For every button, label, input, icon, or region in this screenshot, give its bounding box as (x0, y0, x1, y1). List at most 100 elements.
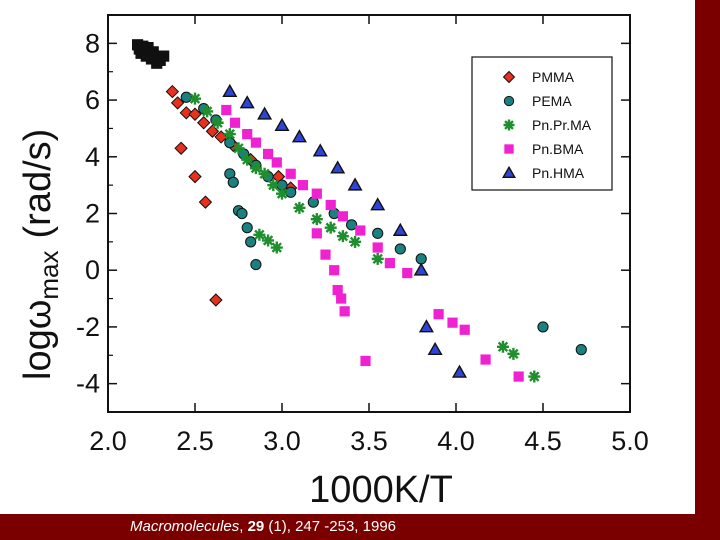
data-point (324, 221, 337, 234)
citation-details: (1), 247 -253, 1996 (264, 518, 397, 535)
y-axis-title-omega: ω (17, 300, 59, 330)
data-point (222, 83, 238, 97)
legend-item: Pn.Pr.MA (503, 117, 592, 133)
data-point (311, 188, 322, 199)
data-point (355, 225, 366, 236)
data-point (513, 371, 524, 382)
data-point (371, 252, 384, 265)
data-point (227, 176, 239, 188)
data-point (262, 148, 274, 160)
x-tick-label: 2.0 (89, 426, 127, 456)
data-point (337, 211, 348, 222)
bottom-frame-bar (0, 514, 720, 540)
data-point (433, 309, 444, 320)
legend-marker (503, 119, 515, 131)
legend-label: PEMA (532, 93, 572, 109)
data-point (537, 321, 549, 333)
y-tick-label: -4 (76, 369, 100, 399)
data-point (262, 234, 275, 247)
data-point (241, 222, 253, 234)
data-point (427, 341, 443, 356)
data-point (418, 319, 434, 333)
data-point (249, 162, 262, 175)
data-point (480, 354, 491, 365)
data-point (258, 167, 271, 180)
y-tick-label: 6 (85, 85, 100, 115)
data-point (232, 142, 245, 155)
data-point (211, 116, 224, 129)
data-point (312, 143, 328, 157)
data-point (250, 258, 262, 271)
x-axis-title: 1000K/T (309, 469, 453, 511)
legend-item: Pn.HMA (502, 165, 585, 181)
data-point (188, 169, 202, 184)
citation-separator: , (239, 518, 248, 535)
legend-label: Pn.BMA (532, 141, 584, 157)
x-tick-label: 4.0 (437, 426, 475, 456)
data-point (188, 107, 202, 121)
data-point (329, 265, 340, 276)
data-point (325, 199, 336, 211)
data-point (415, 253, 427, 265)
data-point (257, 106, 273, 120)
series-pn-bma (221, 104, 524, 382)
data-point (165, 84, 180, 99)
legend-label: Pn.HMA (532, 165, 585, 181)
data-point (372, 227, 384, 239)
data-point (507, 347, 520, 360)
data-point (370, 197, 386, 211)
citation: Macromolecules, 29 (1), 247 -253, 1996 (130, 516, 396, 538)
data-point (241, 153, 254, 166)
data-point (245, 236, 257, 248)
y-tick-label: -2 (76, 312, 100, 342)
series-pn-pr-ma (189, 92, 541, 383)
data-point (336, 230, 349, 243)
right-frame-bar (695, 0, 720, 540)
data-point (209, 293, 223, 307)
data-point (201, 105, 214, 118)
x-tick-label: 5.0 (611, 426, 649, 456)
y-axis-title: logωmax (rad/s) (17, 129, 64, 380)
data-point (528, 370, 541, 383)
legend: PMMA PEMA Pn.Pr.MA Pn.BMA Pn.HMA (471, 56, 613, 191)
data-point (459, 324, 470, 335)
y-axis-title-subscript: max (34, 250, 64, 299)
data-point (223, 128, 236, 141)
data-point (271, 157, 282, 168)
y-tick-label: 0 (85, 255, 100, 285)
data-point (285, 186, 297, 198)
data-point (239, 95, 255, 109)
data-point (347, 177, 363, 191)
scatter-chart: 2.0 2.5 3.0 3.5 4.0 4.5 5.0 -4 -2 0 2 4 6 8 logωmax (r… (17, 14, 649, 511)
series-pn-hma (222, 83, 467, 378)
data-point (267, 179, 280, 192)
data-point (285, 168, 296, 179)
legend-marker (502, 165, 516, 179)
y-tick-label: 4 (85, 142, 100, 172)
legend-label: Pn.Pr.MA (532, 117, 592, 133)
data-point (346, 219, 358, 231)
axis-ticks: 2.0 2.5 3.0 3.5 4.0 4.5 5.0 -4 -2 0 2 4 6 8 (76, 14, 649, 456)
data-point (496, 340, 509, 353)
citation-journal: Macromolecules (130, 518, 240, 535)
data-point (339, 306, 350, 317)
data-point (270, 241, 283, 254)
data-point (372, 242, 383, 253)
data-point (250, 137, 261, 148)
data-point (242, 129, 253, 140)
x-tick-label: 3.0 (263, 426, 301, 456)
data-markers (131, 39, 587, 383)
y-tick-label: 8 (85, 28, 100, 58)
x-tick-label: 3.5 (350, 426, 388, 456)
citation-volume: 29 (247, 518, 265, 535)
legend-label: PMMA (532, 69, 575, 85)
data-point (198, 195, 213, 209)
data-point (310, 213, 323, 226)
data-point (221, 104, 232, 116)
data-point (253, 228, 266, 241)
data-point (451, 364, 467, 378)
data-point (330, 160, 346, 174)
y-tick-label: 2 (85, 199, 100, 229)
data-point (189, 92, 201, 105)
legend-box (471, 56, 613, 191)
